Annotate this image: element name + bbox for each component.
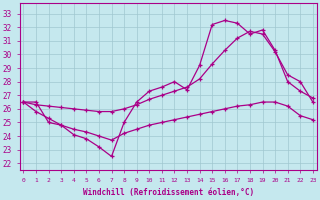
- X-axis label: Windchill (Refroidissement éolien,°C): Windchill (Refroidissement éolien,°C): [83, 188, 254, 197]
